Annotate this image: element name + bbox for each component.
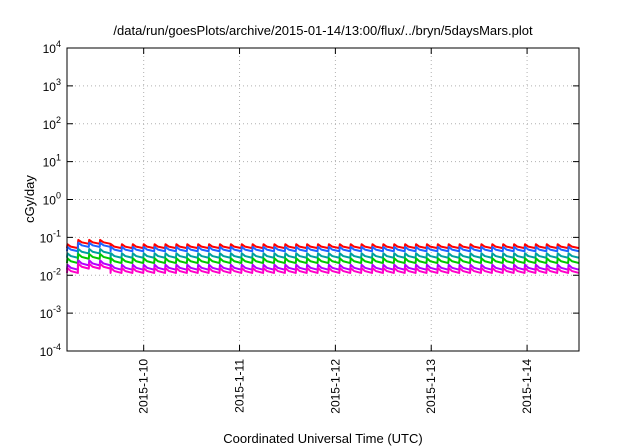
series-line-2 bbox=[66, 241, 580, 253]
series-line-6 bbox=[66, 262, 580, 274]
y-tick-label: 10-2 bbox=[40, 266, 61, 283]
chart-title: /data/run/goesPlots/archive/2015-01-14/1… bbox=[113, 23, 533, 38]
y-tick-label: 104 bbox=[43, 39, 61, 56]
x-axis-label: Coordinated Universal Time (UTC) bbox=[223, 431, 422, 446]
grid bbox=[67, 48, 579, 351]
y-tick-label: 103 bbox=[43, 77, 61, 94]
y-tick-label: 102 bbox=[43, 115, 61, 132]
x-tick-label: 2015-1-12 bbox=[328, 359, 342, 414]
y-tick-label: 10-4 bbox=[40, 342, 61, 359]
x-tick-label: 2015-1-13 bbox=[424, 359, 438, 414]
plot-frame bbox=[66, 47, 580, 352]
y-axis-label: cGy/day bbox=[22, 175, 37, 223]
y-tick-label: 101 bbox=[43, 153, 61, 170]
axes: 10-4 10-3 10-2 10-1 100 101 102 103 104 2015-1-10… bbox=[40, 39, 579, 414]
series-layer bbox=[66, 238, 580, 274]
x-tick-label: 2015-1-10 bbox=[137, 359, 151, 414]
y-tick-label: 10-1 bbox=[40, 228, 61, 245]
y-tick-label: 100 bbox=[43, 191, 61, 208]
x-tick-label: 2015-1-14 bbox=[520, 359, 534, 414]
series-line-4 bbox=[66, 253, 580, 265]
y-tick-label: 10-3 bbox=[40, 304, 61, 321]
x-tick-label: 2015-1-11 bbox=[233, 359, 247, 413]
series-line-3 bbox=[66, 247, 580, 259]
